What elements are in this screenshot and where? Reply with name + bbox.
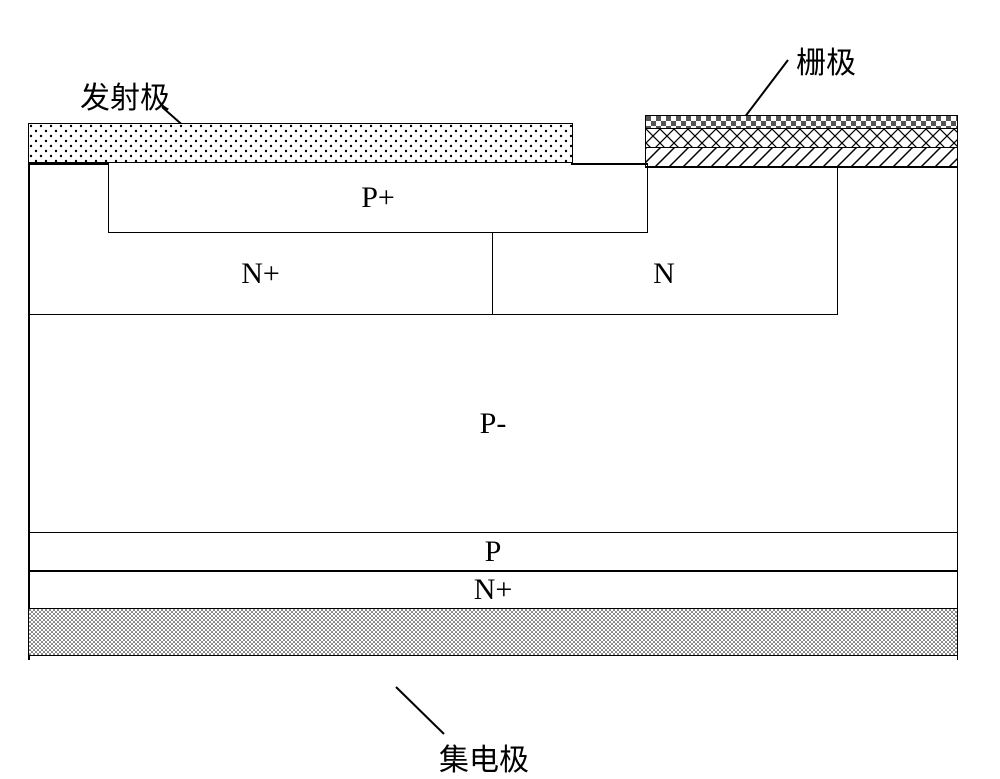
p-region: P — [28, 532, 958, 572]
p-plus-region: P+ — [108, 163, 648, 233]
semiconductor-diagram: 发射极 栅极 集电极 P+ N+ N P- P — [28, 35, 958, 753]
n-plus-region: N+ — [28, 233, 493, 315]
body-top-edge-left — [28, 163, 108, 165]
p-minus-region: P- — [28, 315, 958, 532]
gate-layer-mid — [645, 128, 958, 149]
n-label: N — [653, 257, 675, 291]
emitter-contact — [28, 123, 573, 163]
p-label: P — [485, 535, 502, 569]
p-minus-label: P- — [480, 407, 507, 441]
body-top-edge-gap — [571, 163, 647, 165]
n-region: N — [491, 233, 838, 315]
n-plus-bottom-region: N+ — [28, 570, 958, 610]
upper-right-vertical — [837, 166, 839, 315]
body-top-edge-right-of-pplus — [646, 166, 958, 168]
n-plus-bottom-label: N+ — [474, 573, 513, 607]
n-plus-label: N+ — [241, 257, 280, 291]
collector-contact — [28, 608, 958, 656]
p-plus-label: P+ — [361, 181, 395, 215]
gate-layer-bottom — [645, 147, 958, 168]
